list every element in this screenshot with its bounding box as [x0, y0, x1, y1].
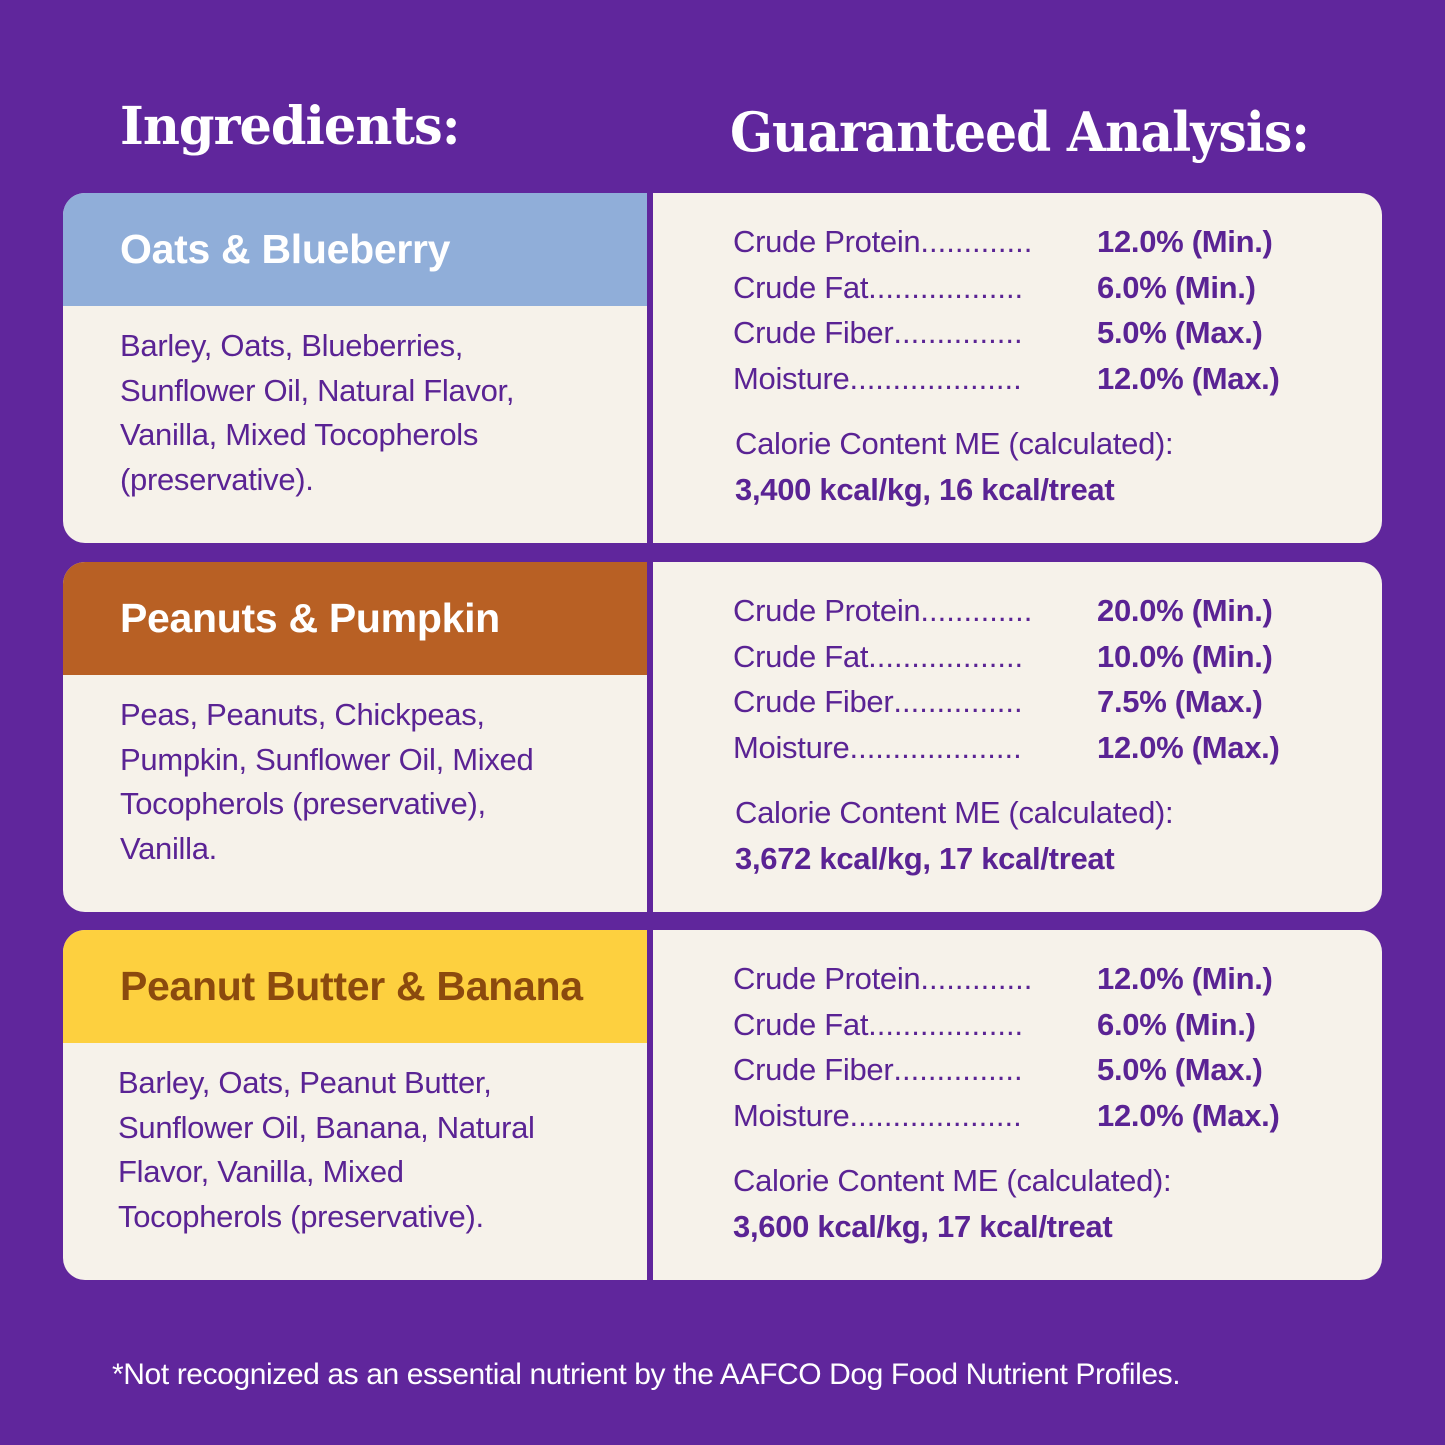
- product-row-oats-blueberry: Oats & Blueberry Barley, Oats, Blueberri…: [63, 193, 1382, 543]
- analysis-row: Crude Protein............. 12.0% (Min.): [733, 219, 1382, 265]
- analysis-value: 6.0% (Min.): [1097, 1006, 1256, 1042]
- analysis-label: Crude Fiber...............: [733, 684, 1023, 719]
- ingredients-list: Barley, Oats, Blueberries, Sunflower Oil…: [63, 306, 647, 502]
- analysis-row: Crude Protein............. 20.0% (Min.): [733, 588, 1382, 634]
- analysis-label: Moisture....................: [733, 1097, 1022, 1133]
- ingredients-line: Pumpkin, Sunflower Oil, Mixed: [120, 741, 534, 777]
- analysis-value: 5.0% (Max.): [1097, 1052, 1263, 1087]
- ingredients-list: Peas, Peanuts, Chickpeas, Pumpkin, Sunfl…: [63, 675, 647, 871]
- ingredients-line: Sunflower Oil, Natural Flavor,: [120, 372, 515, 408]
- analysis-value: 12.0% (Max.): [1097, 360, 1280, 396]
- ingredients-line: (preservative).: [120, 461, 314, 497]
- analysis-row: Moisture.................... 12.0% (Max.…: [733, 1093, 1382, 1139]
- analysis-row: Crude Fiber............... 5.0% (Max.): [733, 310, 1382, 356]
- ingredients-line: Barley, Oats, Peanut Butter,: [118, 1065, 492, 1100]
- product-header: Oats & Blueberry: [63, 193, 647, 306]
- footnote: *Not recognized as an essential nutrient…: [112, 1358, 1181, 1391]
- analysis-label: Crude Fiber...............: [733, 315, 1023, 350]
- ingredients-line: Sunflower Oil, Banana, Natural: [118, 1109, 535, 1145]
- ingredients-line: Tocopherols (preservative).: [118, 1198, 484, 1234]
- ingredients-line: Barley, Oats, Blueberries,: [120, 328, 464, 363]
- product-row-peanut-butter-banana: Peanut Butter & Banana Barley, Oats, Pea…: [63, 930, 1382, 1280]
- analysis-value: 10.0% (Min.): [1097, 638, 1273, 674]
- analysis-row: Crude Fat.................. 6.0% (Min.): [733, 265, 1382, 311]
- analysis-row: Crude Fat.................. 10.0% (Min.): [733, 634, 1382, 680]
- analysis-label: Crude Protein.............: [733, 224, 1033, 259]
- analysis-card: Crude Protein............. 12.0% (Min.) …: [653, 193, 1382, 543]
- ingredients-card: Peanuts & Pumpkin Peas, Peanuts, Chickpe…: [63, 562, 647, 912]
- calorie-value: 3,400 kcal/kg, 16 kcal/treat: [735, 472, 1115, 507]
- analysis-value: 12.0% (Max.): [1097, 729, 1280, 765]
- guaranteed-analysis-heading: Guaranteed Analysis:: [730, 100, 1310, 164]
- analysis-label: Crude Fat..................: [733, 638, 1024, 674]
- product-header: Peanut Butter & Banana: [63, 930, 647, 1043]
- product-title: Oats & Blueberry: [120, 226, 451, 272]
- ingredients-line: Vanilla, Mixed Tocopherols: [120, 417, 479, 452]
- analysis-value: 6.0% (Min.): [1097, 269, 1256, 305]
- calorie-label: Calorie Content ME (calculated):: [735, 795, 1174, 830]
- analysis-label: Moisture....................: [733, 360, 1022, 396]
- ingredients-card: Peanut Butter & Banana Barley, Oats, Pea…: [63, 930, 647, 1280]
- analysis-label: Crude Protein.............: [733, 593, 1033, 628]
- analysis-label: Moisture....................: [733, 729, 1022, 765]
- analysis-value: 5.0% (Max.): [1097, 315, 1263, 350]
- analysis-row: Crude Fiber............... 5.0% (Max.): [733, 1047, 1382, 1093]
- analysis-value: 12.0% (Min.): [1097, 961, 1273, 996]
- analysis-label: Crude Protein.............: [733, 961, 1033, 996]
- analysis-label: Crude Fat..................: [733, 1006, 1024, 1042]
- analysis-value: 20.0% (Min.): [1097, 593, 1273, 628]
- analysis-value: 7.5% (Max.): [1097, 684, 1263, 719]
- ingredients-line: Peas, Peanuts, Chickpeas,: [120, 697, 485, 732]
- calorie-content: Calorie Content ME (calculated): 3,400 k…: [733, 421, 1382, 513]
- calorie-value: 3,600 kcal/kg, 17 kcal/treat: [733, 1209, 1113, 1244]
- analysis-label: Crude Fat..................: [733, 269, 1024, 305]
- product-title: Peanuts & Pumpkin: [120, 595, 500, 641]
- calorie-content: Calorie Content ME (calculated): 3,672 k…: [733, 790, 1382, 882]
- product-header: Peanuts & Pumpkin: [63, 562, 647, 675]
- calorie-value: 3,672 kcal/kg, 17 kcal/treat: [735, 841, 1115, 876]
- analysis-row: Moisture.................... 12.0% (Max.…: [733, 356, 1382, 402]
- product-row-peanuts-pumpkin: Peanuts & Pumpkin Peas, Peanuts, Chickpe…: [63, 562, 1382, 912]
- analysis-value: 12.0% (Min.): [1097, 224, 1273, 259]
- ingredients-heading: Ingredients:: [120, 96, 461, 157]
- ingredients-card: Oats & Blueberry Barley, Oats, Blueberri…: [63, 193, 647, 543]
- calorie-label: Calorie Content ME (calculated):: [735, 426, 1174, 461]
- product-title: Peanut Butter & Banana: [120, 963, 583, 1009]
- calorie-content: Calorie Content ME (calculated): 3,600 k…: [733, 1158, 1382, 1250]
- ingredients-line: Flavor, Vanilla, Mixed: [118, 1154, 404, 1189]
- analysis-card: Crude Protein............. 20.0% (Min.) …: [653, 562, 1382, 912]
- ingredients-list: Barley, Oats, Peanut Butter, Sunflower O…: [63, 1043, 647, 1239]
- ingredients-line: Vanilla.: [120, 830, 217, 866]
- analysis-row: Moisture.................... 12.0% (Max.…: [733, 725, 1382, 771]
- analysis-row: Crude Protein............. 12.0% (Min.): [733, 956, 1382, 1002]
- analysis-row: Crude Fiber............... 7.5% (Max.): [733, 679, 1382, 725]
- calorie-label: Calorie Content ME (calculated):: [733, 1163, 1172, 1198]
- ingredients-line: Tocopherols (preservative),: [120, 786, 486, 821]
- analysis-row: Crude Fat.................. 6.0% (Min.): [733, 1002, 1382, 1048]
- analysis-card: Crude Protein............. 12.0% (Min.) …: [653, 930, 1382, 1280]
- analysis-value: 12.0% (Max.): [1097, 1097, 1280, 1133]
- analysis-label: Crude Fiber...............: [733, 1052, 1023, 1087]
